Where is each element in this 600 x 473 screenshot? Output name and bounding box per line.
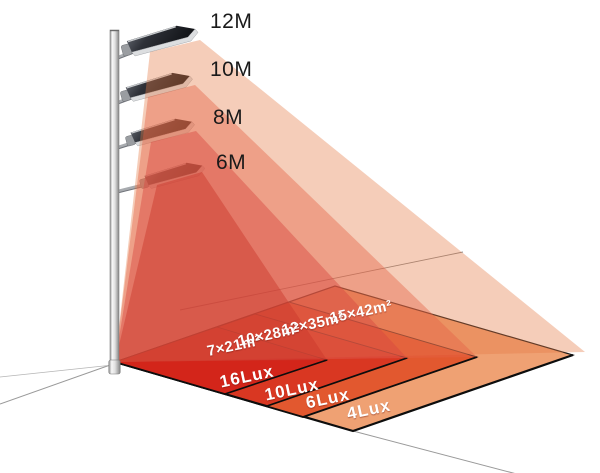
ground-line-back-right xyxy=(179,251,464,311)
ground-line-left-low xyxy=(0,363,114,405)
coverage-area-16lux xyxy=(113,326,329,395)
lamp-heads xyxy=(120,25,206,189)
lamp-head-12m xyxy=(121,25,199,57)
coverage-areas xyxy=(113,285,575,433)
lamp-top-face xyxy=(130,118,192,143)
ground-line-left-high xyxy=(0,364,114,378)
lamp-underside xyxy=(130,75,193,102)
light-cone-8m xyxy=(115,131,407,362)
lamp-underside xyxy=(131,28,199,57)
height-label-6m: 6M xyxy=(216,151,247,174)
lamp-top-face xyxy=(126,25,196,53)
lamp-top-highlight xyxy=(127,26,176,43)
ground-line-front-right xyxy=(352,430,515,473)
light-cone-12m xyxy=(115,40,585,362)
light-cone-6m xyxy=(115,172,327,362)
lamp-top-highlight xyxy=(126,73,172,89)
light-pole xyxy=(108,29,121,375)
light-cones xyxy=(115,40,585,362)
lamp-top-highlight xyxy=(131,119,175,134)
lamp-underside xyxy=(148,165,206,189)
height-label-12m: 12M xyxy=(210,10,253,33)
lamp-underside xyxy=(134,121,195,147)
lamp-head-6m xyxy=(139,162,206,189)
height-label-10m: 10M xyxy=(210,58,253,81)
lamp-top-face xyxy=(144,162,203,186)
lamp-top-face xyxy=(125,72,190,98)
pole-base xyxy=(108,359,121,375)
light-cone-10m xyxy=(115,85,477,362)
lamp-head-10m xyxy=(120,72,193,102)
lamp-head-8m xyxy=(125,118,195,147)
coverage-16lux-front-edge xyxy=(114,359,328,395)
height-label-8m: 8M xyxy=(213,106,244,129)
ground-perspective-lines xyxy=(0,251,515,473)
pole-shaft xyxy=(109,29,120,365)
lamp-top-highlight xyxy=(145,163,187,177)
